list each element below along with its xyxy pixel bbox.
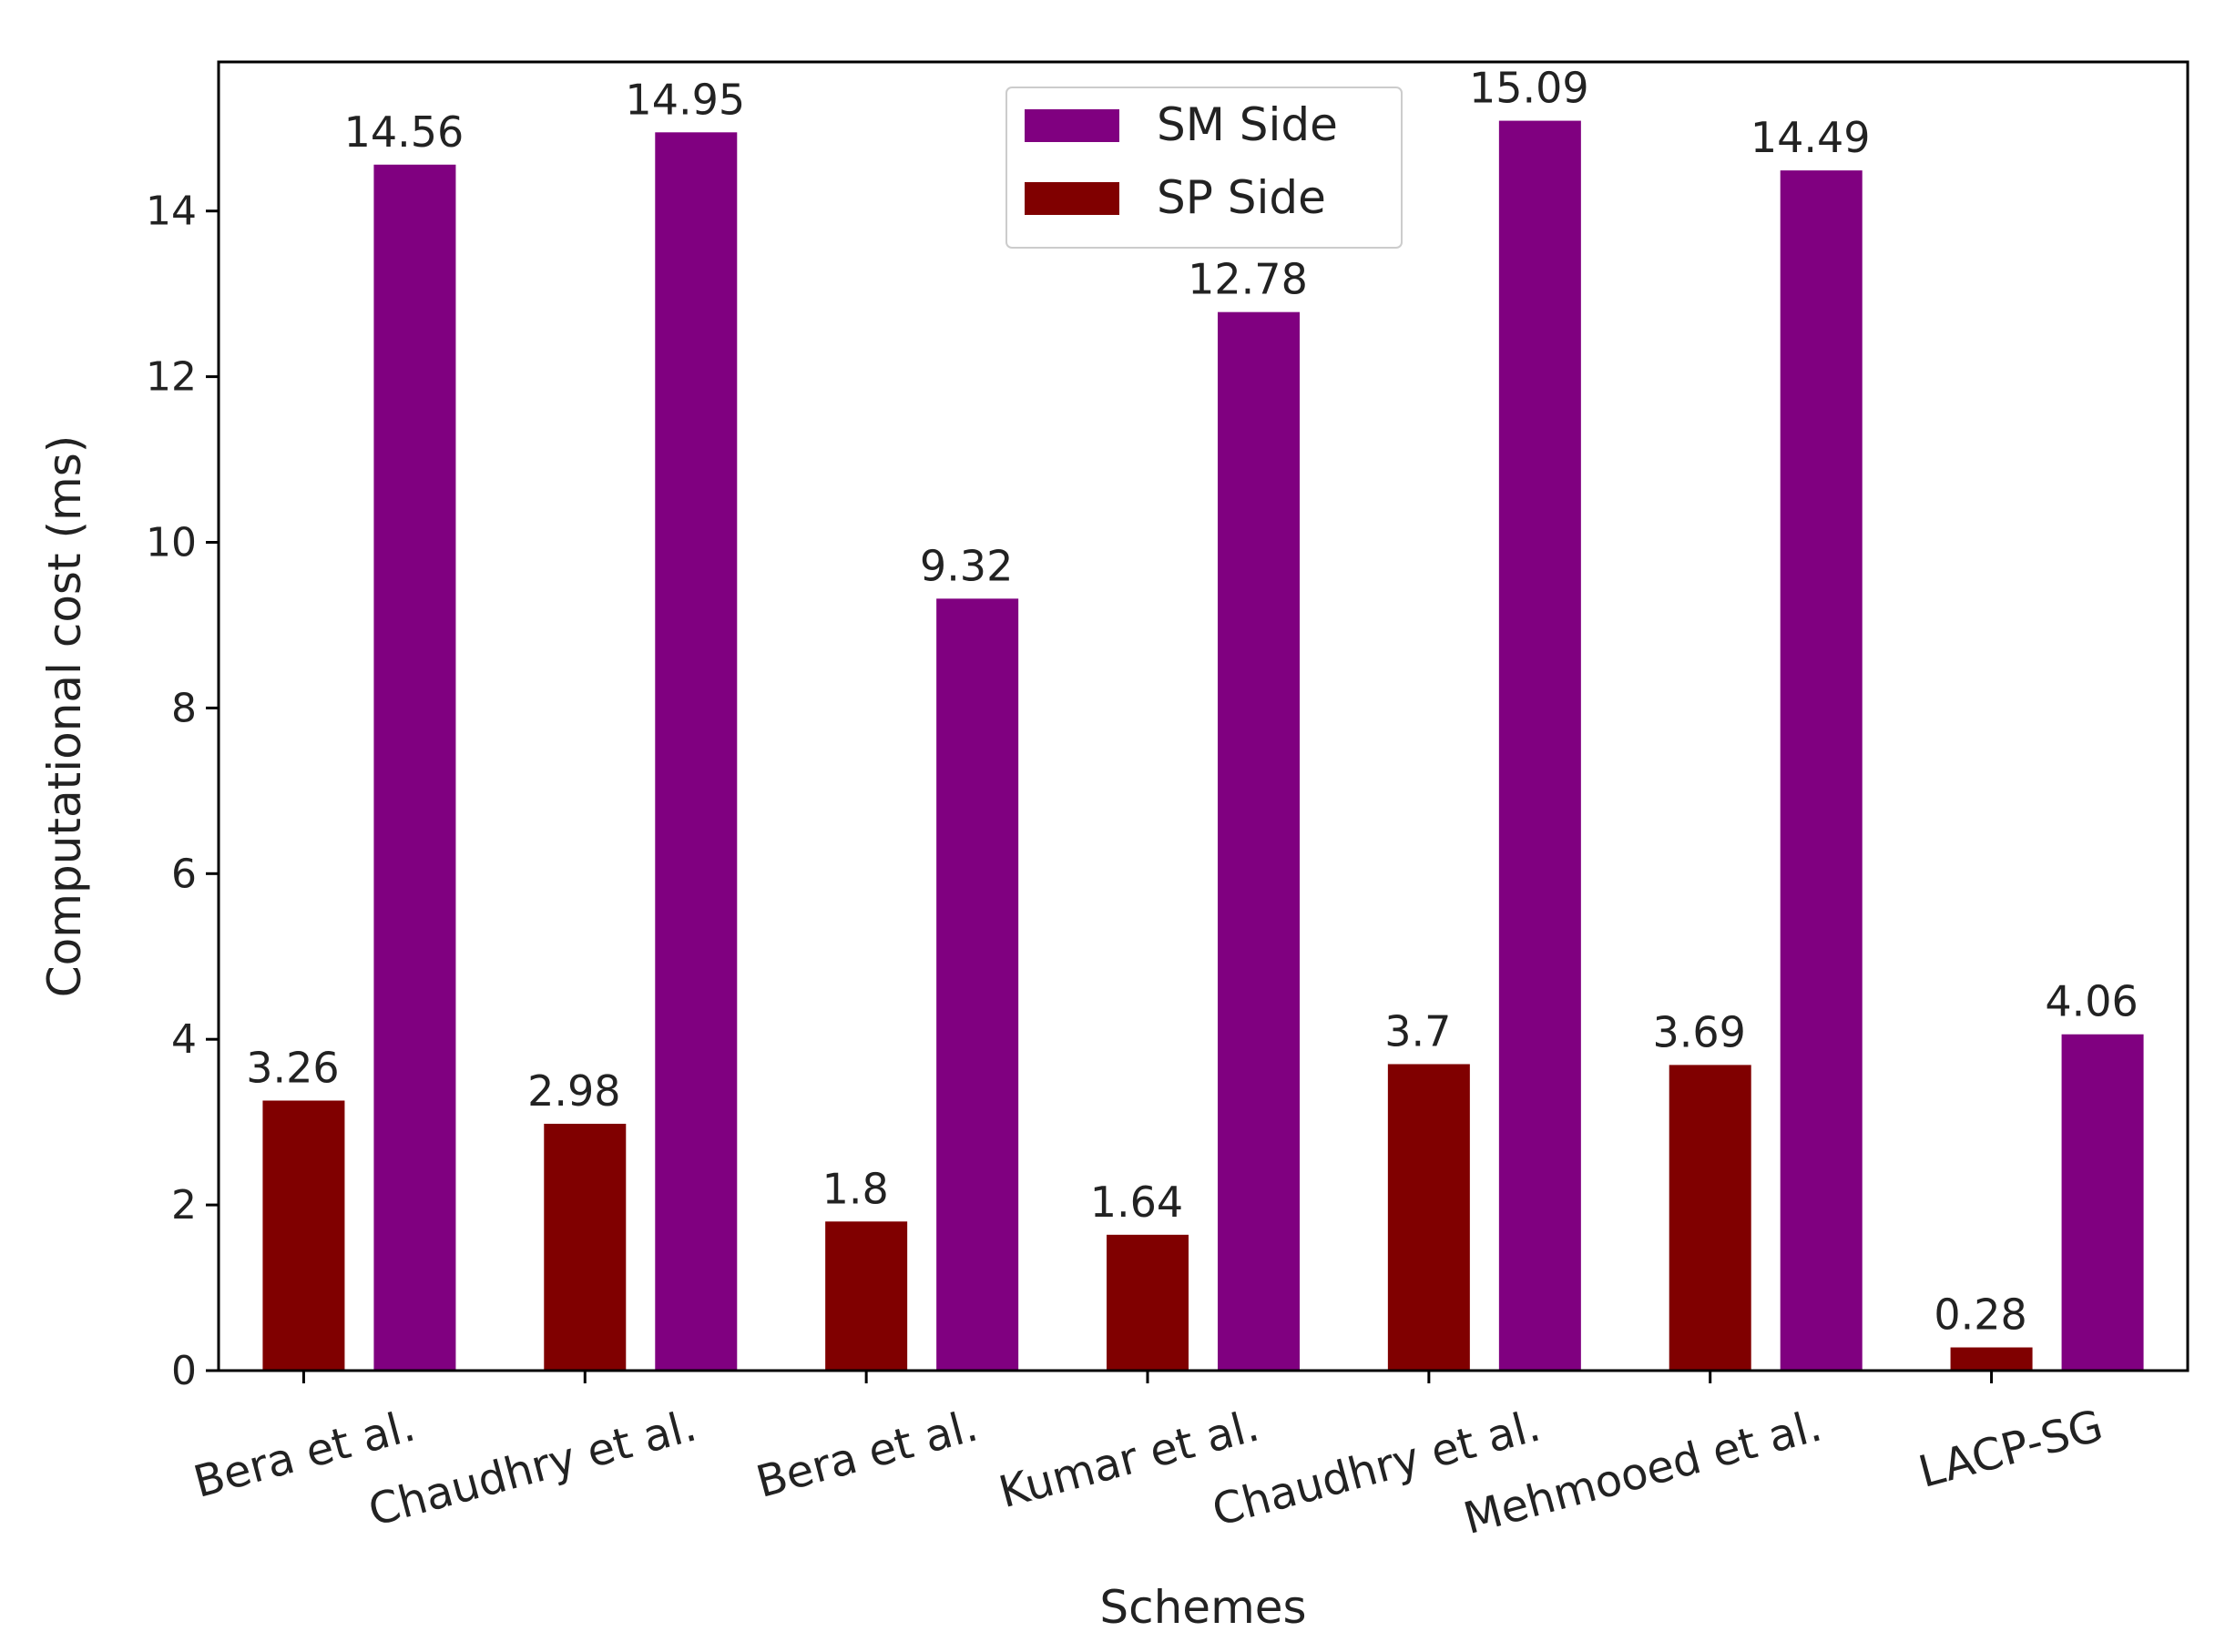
bar-sp-side (1950, 1347, 2033, 1371)
bar-sp-side (1387, 1064, 1470, 1371)
y-tick-label: 10 (146, 520, 197, 566)
bar-sp-side (1669, 1065, 1751, 1371)
y-tick-label: 8 (171, 685, 197, 731)
data-label-sp-side: 1.64 (1090, 1178, 1183, 1227)
legend-label-sm-side: SM Side (1157, 98, 1338, 151)
data-label-sm-side: 15.09 (1469, 64, 1589, 113)
bar-sp-side (825, 1221, 908, 1371)
bar-sm-side (936, 598, 1019, 1371)
data-label-sp-side: 3.69 (1653, 1007, 1746, 1056)
legend-swatch-sm-side (1025, 109, 1119, 142)
data-label-sp-side: 3.7 (1384, 1006, 1451, 1055)
data-label-sm-side: 14.95 (625, 75, 745, 124)
bars-group (262, 120, 2144, 1371)
y-tick-label: 12 (146, 354, 197, 401)
legend: SM Side SP Side (1005, 87, 1403, 249)
data-label-sp-side: 2.98 (527, 1066, 620, 1116)
y-tick-label: 4 (171, 1016, 197, 1063)
bar-sm-side (1780, 170, 1863, 1371)
x-category-label: Chaudhry et al. (363, 1400, 702, 1536)
data-label-sp-side: 3.26 (246, 1044, 339, 1093)
y-axis: 0 2 4 6 8 10 12 14 (146, 189, 219, 1394)
data-label-sp-side: 1.8 (822, 1164, 889, 1213)
plot-frame (217, 60, 2189, 1372)
bar-sp-side (544, 1123, 627, 1371)
y-axis-title: Computational cost (ms) (38, 435, 91, 997)
bar-sm-side (373, 164, 456, 1371)
data-label-sp-side: 0.28 (1934, 1290, 2026, 1340)
bar-sp-side (262, 1100, 345, 1371)
data-label-sm-side: 4.06 (2045, 977, 2138, 1026)
x-axis-title: Schemes (1099, 1581, 1306, 1634)
legend-swatch-sp-side (1025, 182, 1119, 215)
data-label-sm-side: 12.78 (1188, 255, 1308, 304)
data-label-sm-side: 14.49 (1751, 113, 1871, 162)
y-tick-label: 2 (171, 1182, 197, 1229)
y-tick-label: 14 (146, 189, 197, 235)
bar-sm-side (1218, 311, 1300, 1371)
x-axis: Bera et al.Chaudhry et al. Bera et al. Kum… (189, 1371, 2108, 1545)
y-tick-label: 0 (171, 1348, 197, 1394)
x-category-label: LACP-SG (1914, 1400, 2108, 1497)
bar-sp-side (1107, 1234, 1189, 1371)
data-label-sm-side: 9.32 (920, 541, 1013, 590)
data-label-sm-side: 14.56 (344, 107, 464, 157)
bar-value-labels: 3.26 14.56 2.98 14.95 1.8 9.32 1.64 12.78 3.7 15.… (246, 64, 2138, 1340)
bar-sm-side (655, 132, 738, 1371)
bar-sm-side (2061, 1034, 2144, 1371)
bar-sm-side (1498, 120, 1581, 1371)
y-tick-label: 6 (171, 851, 197, 897)
legend-label-sp-side: SP Side (1157, 171, 1326, 224)
x-category-label: Bera et al. (751, 1400, 984, 1507)
